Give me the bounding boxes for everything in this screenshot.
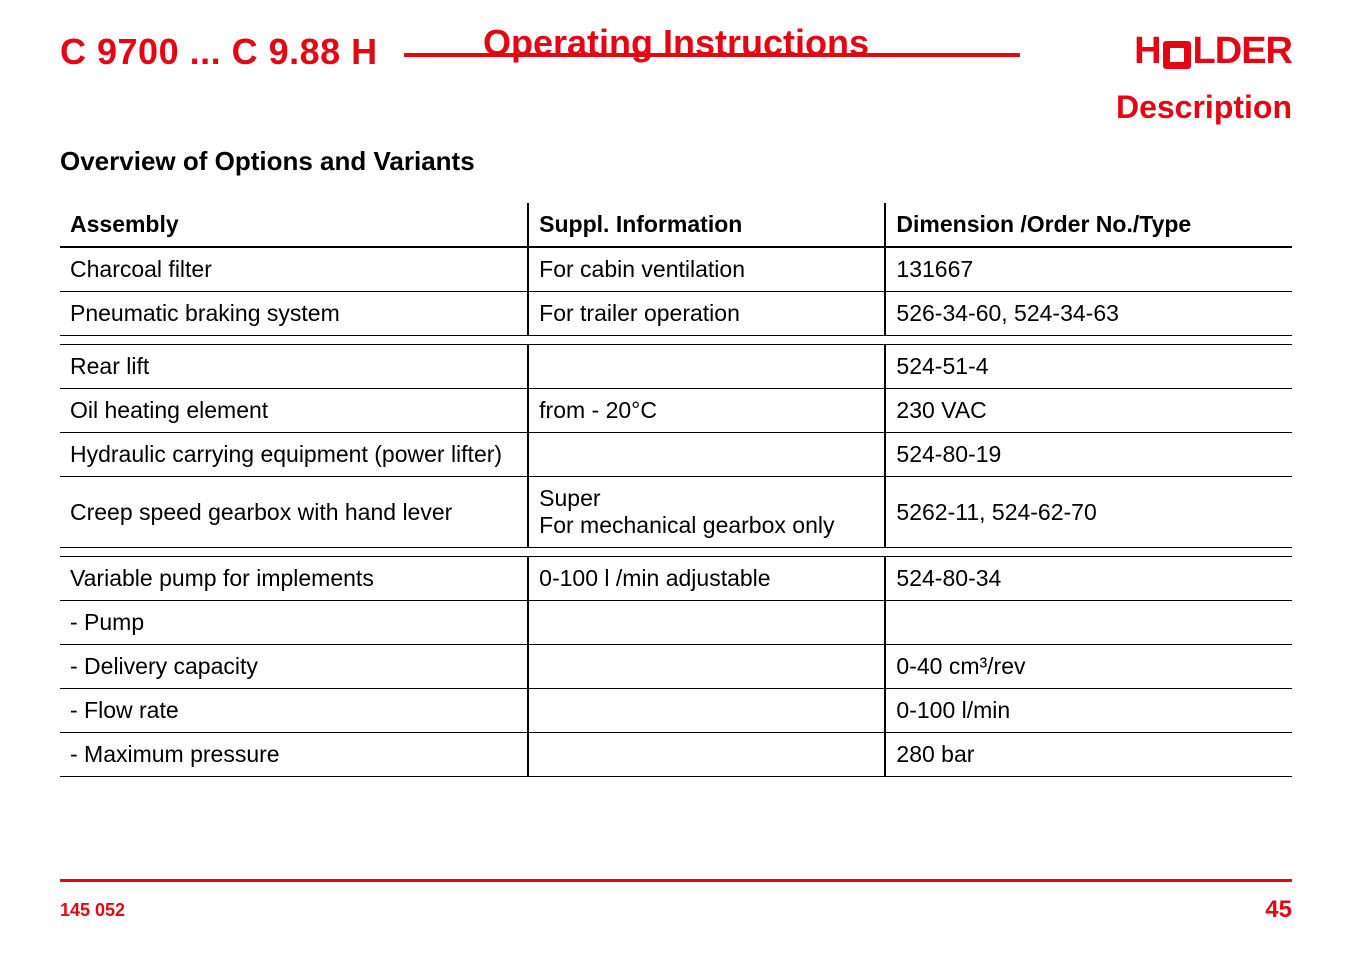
footer-doc-number: 145 052 (60, 900, 125, 921)
cell-dim: 526-34-60, 524-34-63 (885, 292, 1292, 336)
cell-dim: 0-40 cm³/rev (885, 645, 1292, 689)
cell-assembly: Charcoal filter (60, 247, 528, 292)
cell-assembly: Variable pump for implements (60, 557, 528, 601)
table-row: Rear lift 524-51-4 (60, 345, 1292, 389)
header-dimension: Dimension /Order No./Type (885, 203, 1292, 247)
table-row: - Delivery capacity 0-40 cm³/rev (60, 645, 1292, 689)
cell-assembly: Pneumatic braking system (60, 292, 528, 336)
cell-dim: 0-100 l/min (885, 689, 1292, 733)
footer-page-number: 45 (1265, 896, 1292, 924)
cell-dim (885, 601, 1292, 645)
cell-suppl (528, 689, 885, 733)
table-spacer (60, 548, 1292, 557)
brand-letter-o-icon (1163, 41, 1191, 69)
cell-suppl (528, 733, 885, 777)
cell-dim: 280 bar (885, 733, 1292, 777)
cell-assembly: Rear lift (60, 345, 528, 389)
header-suppl: Suppl. Information (528, 203, 885, 247)
cell-dim: 5262-11, 524-62-70 (885, 477, 1292, 548)
table-row: - Flow rate 0-100 l/min (60, 689, 1292, 733)
operating-instructions-title: Operating Instructions (483, 22, 869, 64)
cell-suppl: For cabin ventilation (528, 247, 885, 292)
table-row: - Maximum pressure 280 bar (60, 733, 1292, 777)
brand-logo: H LDER (1134, 30, 1292, 73)
cell-dim: 131667 (885, 247, 1292, 292)
table-row: - Pump (60, 601, 1292, 645)
cell-suppl (528, 645, 885, 689)
page-footer: 145 052 45 (60, 879, 1292, 924)
table-row: Variable pump for implements 0-100 l /mi… (60, 557, 1292, 601)
table-row: Pneumatic braking system For trailer ope… (60, 292, 1292, 336)
cell-dim: 524-80-34 (885, 557, 1292, 601)
brand-letters-rest: LDER (1193, 30, 1292, 73)
table-row: Charcoal filter For cabin ventilation 13… (60, 247, 1292, 292)
cell-assembly: - Pump (60, 601, 528, 645)
page-header: C 9700 ... C 9.88 H Operating Instructio… (60, 30, 1292, 73)
brand-letter-h: H (1134, 30, 1160, 73)
cell-suppl: 0-100 l /min adjustable (528, 557, 885, 601)
cell-assembly: Hydraulic carrying equipment (power lift… (60, 433, 528, 477)
options-table: Assembly Suppl. Information Dimension /O… (60, 203, 1292, 777)
table-row: Creep speed gearbox with hand lever Supe… (60, 477, 1292, 548)
cell-dim: 524-80-19 (885, 433, 1292, 477)
table-spacer (60, 336, 1292, 345)
header-assembly: Assembly (60, 203, 528, 247)
cell-assembly: - Delivery capacity (60, 645, 528, 689)
cell-dim: 230 VAC (885, 389, 1292, 433)
section-title: Overview of Options and Variants (60, 146, 1292, 177)
cell-suppl (528, 601, 885, 645)
cell-dim: 524-51-4 (885, 345, 1292, 389)
cell-assembly: Creep speed gearbox with hand lever (60, 477, 528, 548)
cell-assembly: - Maximum pressure (60, 733, 528, 777)
cell-suppl (528, 433, 885, 477)
cell-assembly: - Flow rate (60, 689, 528, 733)
table-header-row: Assembly Suppl. Information Dimension /O… (60, 203, 1292, 247)
cell-suppl: For trailer operation (528, 292, 885, 336)
page-subtitle: Description (60, 89, 1292, 126)
cell-assembly: Oil heating element (60, 389, 528, 433)
cell-suppl (528, 345, 885, 389)
model-title: C 9700 ... C 9.88 H (60, 31, 378, 73)
cell-suppl: from - 20°C (528, 389, 885, 433)
cell-suppl: Super For mechanical gearbox only (528, 477, 885, 548)
header-divider-line (404, 53, 1020, 57)
table-row: Hydraulic carrying equipment (power lift… (60, 433, 1292, 477)
table-row: Oil heating element from - 20°C 230 VAC (60, 389, 1292, 433)
